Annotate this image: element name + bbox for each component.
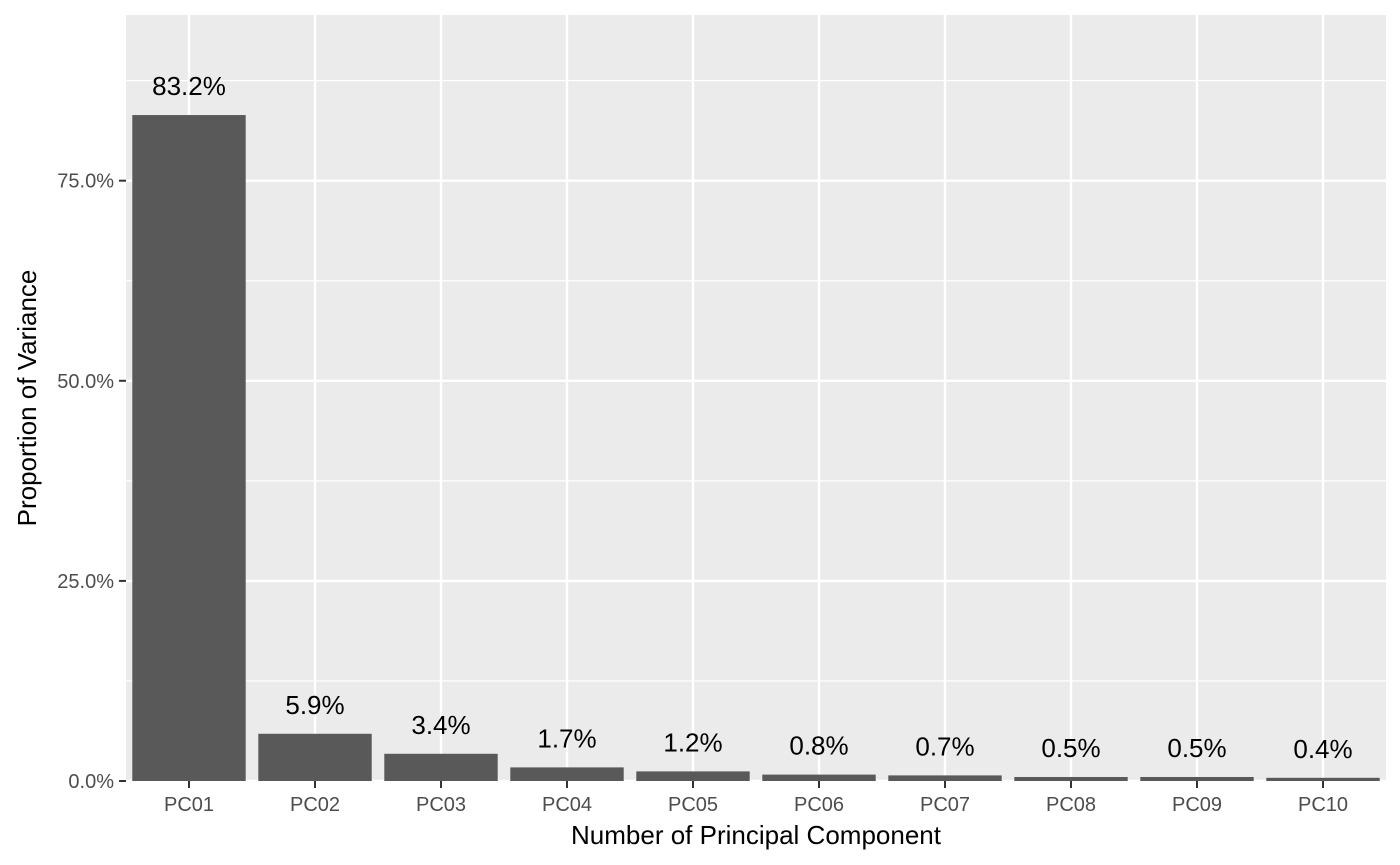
plot-panel: [126, 15, 1386, 781]
data-label-pc08: 0.5%: [1041, 733, 1100, 763]
data-label-pc10: 0.4%: [1293, 734, 1352, 764]
bar-pc03: [384, 753, 498, 781]
data-label-pc04: 1.7%: [537, 723, 596, 753]
data-label-pc05: 1.2%: [663, 727, 722, 757]
x-axis-title: Number of Principal Component: [571, 820, 942, 850]
data-label-pc07: 0.7%: [915, 731, 974, 761]
data-label-pc02: 5.9%: [285, 690, 344, 720]
x-tick-label: PC01: [164, 794, 214, 816]
bar-pc05: [636, 771, 750, 781]
bars: [132, 115, 1380, 781]
data-label-pc09: 0.5%: [1167, 733, 1226, 763]
bar-pc09: [1140, 776, 1254, 781]
x-tick-label: PC06: [794, 794, 844, 816]
x-tick-label: PC02: [290, 794, 340, 816]
y-tick-label: 75.0%: [57, 171, 114, 193]
bar-pc04: [510, 767, 624, 781]
bar-pc10: [1266, 777, 1380, 781]
bar-pc06: [762, 774, 876, 781]
data-label-pc06: 0.8%: [789, 731, 848, 761]
bar-pc02: [258, 733, 372, 781]
x-tick-label: PC08: [1046, 794, 1096, 816]
data-label-pc01: 83.2%: [152, 71, 226, 101]
y-tick-label: 50.0%: [57, 371, 114, 393]
bar-pc01: [132, 115, 246, 781]
data-label-pc03: 3.4%: [411, 710, 470, 740]
x-tick-label: PC07: [920, 794, 970, 816]
y-axis: 0.0% 25.0% 50.0% 75.0%: [57, 171, 126, 793]
data-labels: 83.2% 5.9% 3.4% 1.7% 1.2% 0.8% 0.7% 0.5% 0.5% 0.4…: [152, 71, 1353, 764]
x-axis: PC01 PC02 PC03 PC04 PC05 PC06 PC07 PC08 PC09 PC10: [164, 781, 1348, 816]
x-tick-label: PC03: [416, 794, 466, 816]
y-tick-label: 0.0%: [68, 771, 114, 793]
bar-pc08: [1014, 776, 1128, 781]
x-tick-label: PC04: [542, 794, 592, 816]
y-axis-title: Proportion of Variance: [12, 270, 42, 527]
x-tick-label: PC10: [1298, 794, 1348, 816]
bar-pc07: [888, 775, 1002, 781]
x-tick-label: PC05: [668, 794, 718, 816]
grid-minor: [126, 80, 1386, 682]
x-tick-label: PC09: [1172, 794, 1222, 816]
y-tick-label: 25.0%: [57, 571, 114, 593]
